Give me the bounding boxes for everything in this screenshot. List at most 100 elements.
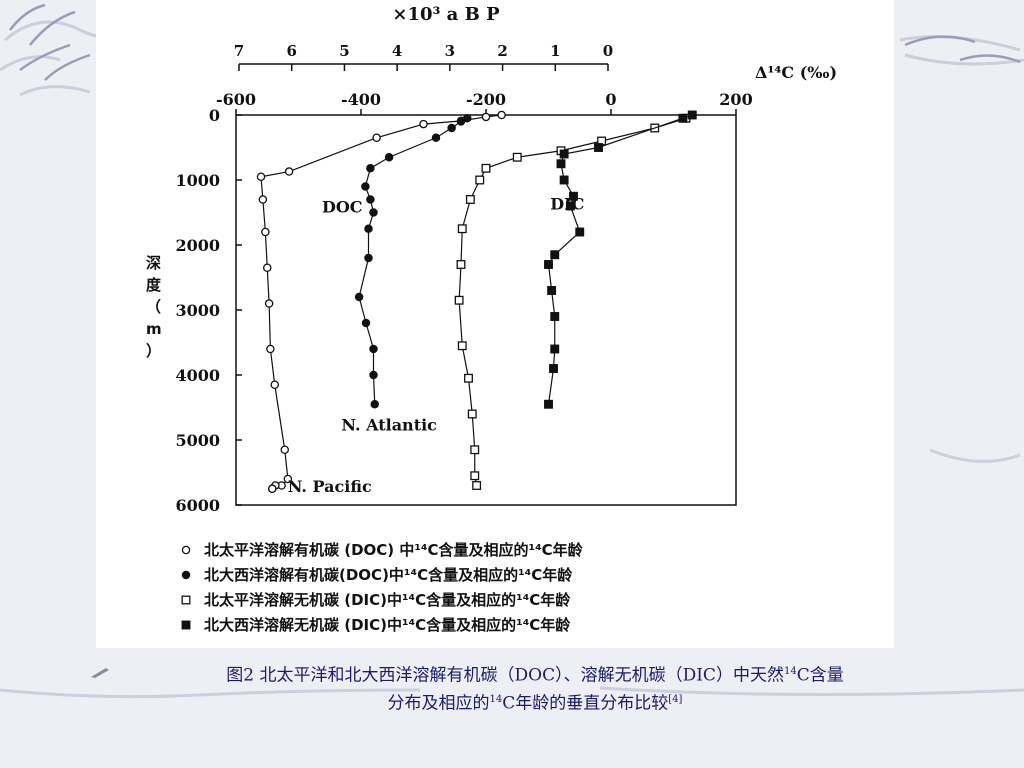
data-point [470,445,480,455]
data-point [256,172,266,181]
series-1 [354,114,472,409]
data-point [266,344,275,354]
data-point [594,143,603,152]
data-point [544,399,553,409]
series-line [358,117,468,405]
x-axis-label: Δ¹⁴C (‰) [755,63,837,82]
data-point [280,445,289,454]
data-point [366,164,375,173]
top-age-tick-label: 2 [497,42,507,60]
x-tick-label: 0 [605,90,616,109]
data-point [283,474,293,484]
series-2 [454,113,691,490]
plot-frame [235,114,737,506]
legend-entry: 北太平洋溶解无机碳 (DIC)中¹⁴C含量及相应的¹⁴C年龄 [204,591,571,609]
x-tick-label: -400 [341,90,381,109]
legend-entry: 北大西洋溶解有机碳(DOC)中¹⁴C含量及相应的¹⁴C年龄 [204,566,573,584]
data-point [544,260,553,269]
data-point [354,292,364,302]
x-tick-label: -600 [216,90,256,109]
data-point [550,312,560,321]
data-point [372,133,381,142]
data-point [284,167,294,176]
legend-entry: 北太平洋溶解有机碳 (DOC) 中¹⁴C含量及相应的¹⁴C年龄 [204,541,584,559]
data-point [556,159,566,169]
top-age-tick-label: 3 [445,42,455,60]
data-point [550,250,560,260]
data-point [472,481,482,490]
series-line [458,117,687,486]
data-point [369,208,378,217]
data-point [559,149,569,159]
data-point [369,370,378,380]
data-point [569,191,578,201]
data-point [475,175,485,185]
pen-bullet-icon [91,668,109,678]
top-age-tick-label: 5 [339,42,349,60]
caption-line-1: 图2 北太平洋和北大西洋溶解有机碳（DOC）、溶解无机碳（DIC）中天然14C含… [226,665,844,686]
data-point [481,163,491,173]
legend-entry: 北大西洋溶解无机碳 (DIC)中¹⁴C含量及相应的¹⁴C年龄 [204,616,571,634]
top-age-tick-label: 6 [286,42,296,60]
legend-marker [181,595,191,605]
top-age-axis-label: ×10³ a B P [392,4,500,25]
top-age-tick-label: 0 [603,42,613,60]
data-point [547,286,557,295]
data-point [454,295,464,305]
data-point [456,260,466,269]
data-point [419,119,428,129]
data-point [470,471,480,481]
top-age-tick-label: 7 [234,42,244,60]
data-point [497,110,506,120]
series-line [547,114,693,405]
data-point [364,224,373,233]
data-point [549,364,558,373]
data-point [457,341,467,351]
chart: 北太平洋溶解有机碳 (DOC) 中¹⁴C含量及相应的¹⁴C年龄北大西洋溶解有机碳… [146,4,837,634]
data-point [267,484,277,493]
data-point [431,133,441,142]
data-point [550,344,560,354]
legend-marker [181,570,191,580]
series-0 [256,110,506,493]
data-point [559,175,569,185]
data-point [370,399,379,409]
legend: 北太平洋溶解有机碳 (DOC) 中¹⁴C含量及相应的¹⁴C年龄北大西洋溶解有机碳… [181,541,584,634]
data-point [258,195,268,204]
y-axis-label: 深度（ m） [146,254,162,360]
group-annotation: DIC [550,194,584,213]
y-tick-label: 6000 [175,496,220,515]
data-point [467,409,477,419]
data-point [447,123,456,133]
data-point [369,344,378,354]
group-annotation: N. Pacific [288,477,372,496]
series-3 [544,110,697,409]
figure-caption: 图2 北太平洋和北大西洋溶解有机碳（DOC）、溶解无机碳（DIC）中天然14C含… [91,660,950,715]
y-tick-label: 5000 [175,431,220,450]
data-point [481,112,491,122]
data-point [575,227,585,237]
data-point [678,113,688,123]
data-point [457,224,467,234]
data-point [565,201,575,211]
data-point [456,117,466,126]
data-point [261,227,270,237]
legend-marker [181,545,191,555]
legend-marker [181,620,191,630]
data-point [465,195,475,204]
caption-line-2: 分布及相应的14C年龄的垂直分布比较[4] [387,693,683,714]
group-annotation: DOC [322,198,363,217]
group-annotation: N. Atlantic [341,415,437,434]
data-point [264,299,274,308]
data-point [687,110,697,120]
data-point [262,263,272,272]
x-tick-label: -200 [466,90,506,109]
data-point [366,195,375,204]
data-point [384,152,394,162]
y-tick-label: 3000 [175,301,220,320]
data-point [270,380,279,389]
data-point [361,318,371,328]
x-tick-label: 200 [719,90,752,109]
top-age-tick-label: 4 [392,42,402,60]
